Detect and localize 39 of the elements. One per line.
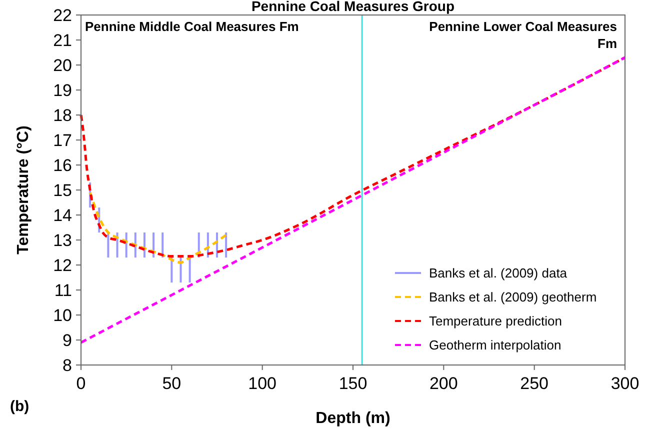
bar bbox=[225, 232, 228, 258]
x-tick-label: 0 bbox=[76, 374, 86, 393]
legend-label: Temperature prediction bbox=[429, 314, 562, 329]
bar bbox=[180, 258, 182, 282]
y-tick-label: 12 bbox=[53, 256, 72, 275]
y-tick-label: 17 bbox=[53, 130, 72, 150]
bar bbox=[162, 232, 164, 258]
y-tick-label: 8 bbox=[62, 356, 72, 375]
y-tick-label: 13 bbox=[53, 230, 72, 250]
y-tick-label: 16 bbox=[53, 156, 72, 175]
text: (b) bbox=[10, 398, 30, 415]
x-tick-label: 150 bbox=[338, 374, 368, 393]
bar bbox=[107, 232, 110, 258]
y-tick-label: 11 bbox=[54, 280, 72, 300]
line-series bbox=[88, 191, 228, 264]
bar bbox=[188, 258, 191, 282]
legend-label: Geotherm interpolation bbox=[429, 338, 562, 353]
y-tick-label: 20 bbox=[53, 56, 72, 75]
x-tick-label: 50 bbox=[162, 374, 182, 393]
annotation: Pennine Middle Coal Measures Fm bbox=[85, 19, 299, 34]
y-tick-label: 19 bbox=[53, 80, 72, 100]
y-tick-label: 9 bbox=[62, 330, 72, 350]
bar bbox=[116, 232, 118, 258]
y-tick-label: 22 bbox=[53, 6, 72, 25]
x-tick-label: 100 bbox=[248, 374, 277, 393]
chart-title: Pennine Coal Measures Group bbox=[251, 0, 455, 14]
x-tick-label: 250 bbox=[520, 374, 549, 393]
y-axis-title: Temperature (°C) bbox=[15, 126, 32, 254]
x-tick-label: 300 bbox=[610, 374, 640, 393]
x-tick-label: 200 bbox=[429, 374, 458, 393]
y-tick-label: 18 bbox=[53, 106, 72, 125]
legend-label: Banks et al. (2009) data bbox=[429, 266, 568, 281]
y-tick-label: 14 bbox=[53, 206, 72, 225]
x-axis-title: Depth (m) bbox=[316, 410, 390, 427]
y-tick-label: 10 bbox=[53, 306, 72, 325]
legend-label: Banks et al. (2009) geotherm bbox=[429, 290, 597, 305]
y-tick-label: 21 bbox=[53, 30, 72, 50]
annotation: Pennine Lower Coal Measures Fm bbox=[429, 19, 617, 51]
y-tick-label: 15 bbox=[53, 180, 72, 200]
